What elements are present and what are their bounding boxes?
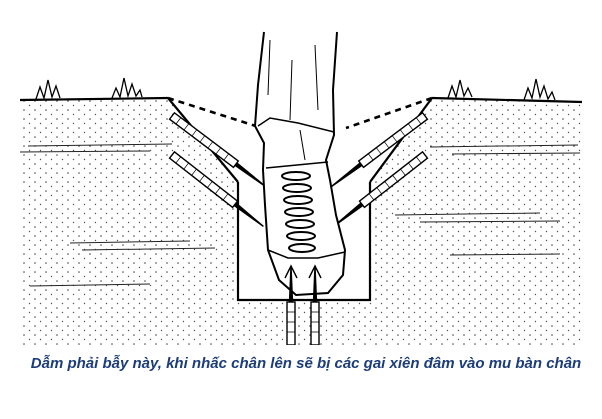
- grass-tufts: [35, 77, 556, 101]
- right-spikes: [330, 111, 429, 227]
- soil-strata: [19, 143, 581, 287]
- caption: Dẫm phải bẫy này, khi nhấc chân lên sẽ b…: [30, 355, 582, 372]
- trap-cover: [167, 96, 433, 130]
- left-spikes: [168, 111, 267, 227]
- trap-diagram-svg: [19, 31, 583, 346]
- ground-line: [19, 96, 583, 104]
- boot-laces: [281, 171, 316, 253]
- bottom-spikes: [284, 264, 322, 346]
- trap-box: [236, 182, 372, 302]
- soil: [20, 98, 582, 345]
- leg-and-boot: [253, 31, 347, 297]
- trap-diagram: [19, 31, 583, 346]
